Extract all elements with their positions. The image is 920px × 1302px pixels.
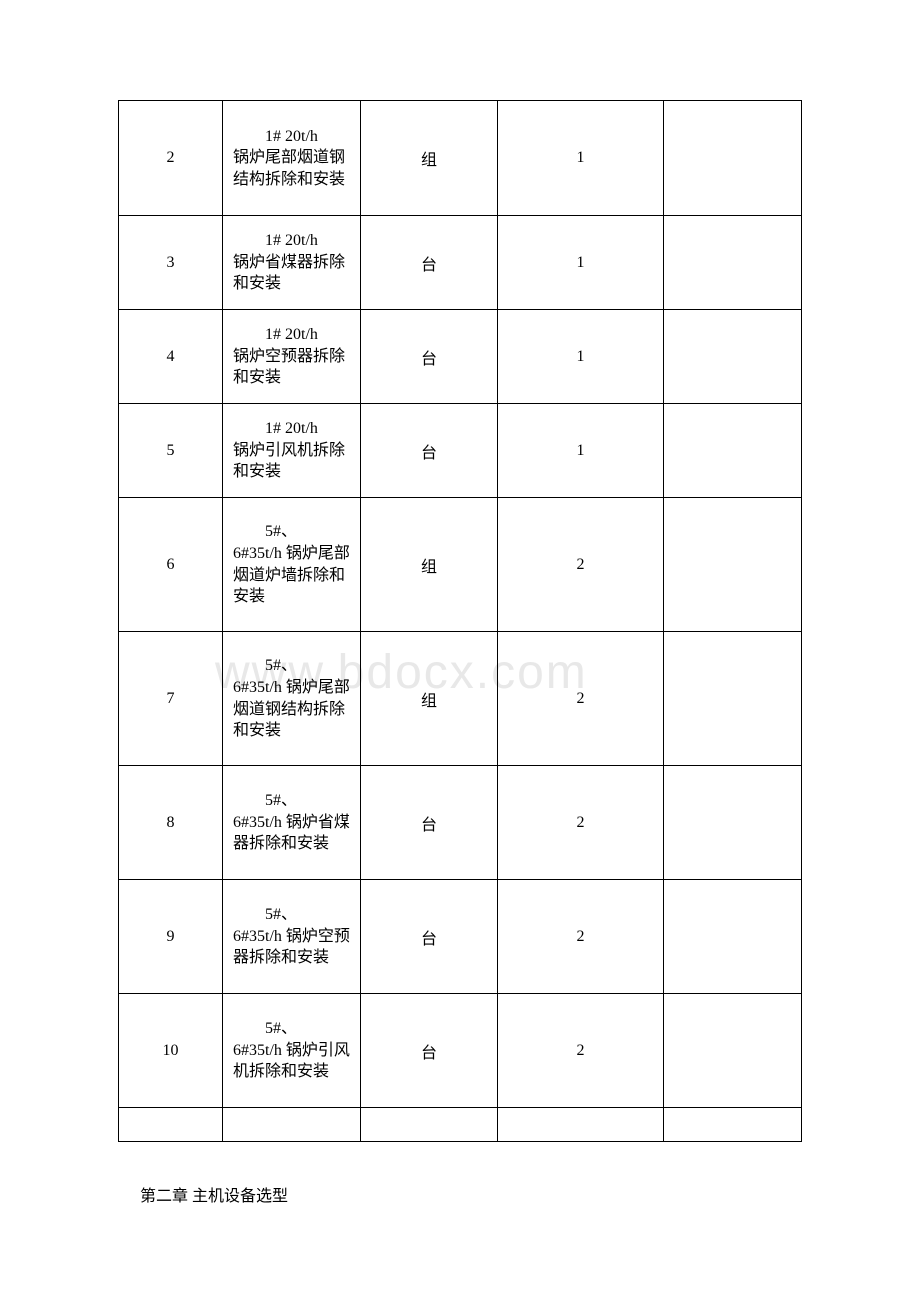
table-row bbox=[119, 1108, 802, 1142]
table-container: 2 1# 20t/h 锅炉尾部烟道钢结构拆除和安装 组 1 3 1# 20t/h… bbox=[118, 100, 801, 1142]
cell-unit: 台 bbox=[361, 994, 498, 1108]
cell-index: 5 bbox=[119, 404, 223, 498]
desc-rest: 6#35t/h 锅炉尾部烟道钢结构拆除和安装 bbox=[233, 679, 350, 739]
table-row: 3 1# 20t/h 锅炉省煤器拆除和安装 台 1 bbox=[119, 216, 802, 310]
cell-quantity: 1 bbox=[498, 310, 664, 404]
desc-line1: 5#、 bbox=[233, 655, 297, 677]
cell-description: 1# 20t/h 锅炉引风机拆除和安装 bbox=[223, 404, 361, 498]
cell-quantity: 1 bbox=[498, 101, 664, 216]
desc-rest: 锅炉空预器拆除和安装 bbox=[233, 348, 345, 387]
desc-rest: 锅炉尾部烟道钢结构拆除和安装 bbox=[233, 149, 345, 188]
cell-description: 5#、 6#35t/h 锅炉引风机拆除和安装 bbox=[223, 994, 361, 1108]
cell-description: 1# 20t/h 锅炉空预器拆除和安装 bbox=[223, 310, 361, 404]
cell-index: 10 bbox=[119, 994, 223, 1108]
cell-remark bbox=[664, 1108, 802, 1142]
cell-unit: 台 bbox=[361, 310, 498, 404]
desc-line1: 1# 20t/h bbox=[233, 418, 318, 440]
cell-unit: 台 bbox=[361, 216, 498, 310]
cell-description: 1# 20t/h 锅炉尾部烟道钢结构拆除和安装 bbox=[223, 101, 361, 216]
cell-unit: 台 bbox=[361, 880, 498, 994]
cell-index: 9 bbox=[119, 880, 223, 994]
cell-remark bbox=[664, 310, 802, 404]
desc-rest: 6#35t/h 锅炉空预器拆除和安装 bbox=[233, 928, 350, 967]
cell-remark bbox=[664, 216, 802, 310]
cell-remark bbox=[664, 498, 802, 632]
cell-unit bbox=[361, 1108, 498, 1142]
desc-line1: 1# 20t/h bbox=[233, 230, 318, 252]
cell-index: 6 bbox=[119, 498, 223, 632]
desc-line1: 5#、 bbox=[233, 521, 297, 543]
section-title: 第二章 主机设备选型 bbox=[140, 1182, 920, 1206]
desc-rest: 6#35t/h 锅炉省煤器拆除和安装 bbox=[233, 814, 350, 853]
cell-quantity: 2 bbox=[498, 632, 664, 766]
table-row: 10 5#、 6#35t/h 锅炉引风机拆除和安装 台 2 bbox=[119, 994, 802, 1108]
cell-remark bbox=[664, 632, 802, 766]
cell-index: 8 bbox=[119, 766, 223, 880]
cell-unit: 台 bbox=[361, 404, 498, 498]
cell-quantity: 2 bbox=[498, 766, 664, 880]
table-row: 7 5#、 6#35t/h 锅炉尾部烟道钢结构拆除和安装 组 2 bbox=[119, 632, 802, 766]
desc-line1: 5#、 bbox=[233, 1018, 297, 1040]
cell-remark bbox=[664, 994, 802, 1108]
cell-quantity: 1 bbox=[498, 216, 664, 310]
desc-rest: 6#35t/h 锅炉尾部烟道炉墙拆除和安装 bbox=[233, 545, 350, 605]
cell-index bbox=[119, 1108, 223, 1142]
desc-line1: 1# 20t/h bbox=[233, 126, 318, 148]
cell-unit: 组 bbox=[361, 101, 498, 216]
cell-remark bbox=[664, 766, 802, 880]
cell-quantity: 2 bbox=[498, 880, 664, 994]
desc-rest: 6#35t/h 锅炉引风机拆除和安装 bbox=[233, 1042, 350, 1081]
cell-description: 5#、 6#35t/h 锅炉尾部烟道炉墙拆除和安装 bbox=[223, 498, 361, 632]
cell-index: 7 bbox=[119, 632, 223, 766]
cell-unit: 台 bbox=[361, 766, 498, 880]
desc-line1: 1# 20t/h bbox=[233, 324, 318, 346]
cell-quantity bbox=[498, 1108, 664, 1142]
table-body: 2 1# 20t/h 锅炉尾部烟道钢结构拆除和安装 组 1 3 1# 20t/h… bbox=[119, 101, 802, 1142]
cell-index: 2 bbox=[119, 101, 223, 216]
table-row: 5 1# 20t/h 锅炉引风机拆除和安装 台 1 bbox=[119, 404, 802, 498]
cell-description: 5#、 6#35t/h 锅炉尾部烟道钢结构拆除和安装 bbox=[223, 632, 361, 766]
desc-rest: 锅炉省煤器拆除和安装 bbox=[233, 254, 345, 293]
cell-unit: 组 bbox=[361, 632, 498, 766]
table-row: 2 1# 20t/h 锅炉尾部烟道钢结构拆除和安装 组 1 bbox=[119, 101, 802, 216]
cell-remark bbox=[664, 101, 802, 216]
cell-description: 1# 20t/h 锅炉省煤器拆除和安装 bbox=[223, 216, 361, 310]
cell-description: 5#、 6#35t/h 锅炉空预器拆除和安装 bbox=[223, 880, 361, 994]
desc-rest: 锅炉引风机拆除和安装 bbox=[233, 442, 345, 481]
table-row: 4 1# 20t/h 锅炉空预器拆除和安装 台 1 bbox=[119, 310, 802, 404]
cell-description bbox=[223, 1108, 361, 1142]
table-row: 8 5#、 6#35t/h 锅炉省煤器拆除和安装 台 2 bbox=[119, 766, 802, 880]
desc-line1: 5#、 bbox=[233, 790, 297, 812]
cell-remark bbox=[664, 404, 802, 498]
cell-unit: 组 bbox=[361, 498, 498, 632]
equipment-table: 2 1# 20t/h 锅炉尾部烟道钢结构拆除和安装 组 1 3 1# 20t/h… bbox=[118, 100, 802, 1142]
cell-description: 5#、 6#35t/h 锅炉省煤器拆除和安装 bbox=[223, 766, 361, 880]
desc-line1: 5#、 bbox=[233, 904, 297, 926]
cell-quantity: 1 bbox=[498, 404, 664, 498]
table-row: 9 5#、 6#35t/h 锅炉空预器拆除和安装 台 2 bbox=[119, 880, 802, 994]
cell-index: 3 bbox=[119, 216, 223, 310]
table-row: 6 5#、 6#35t/h 锅炉尾部烟道炉墙拆除和安装 组 2 bbox=[119, 498, 802, 632]
cell-remark bbox=[664, 880, 802, 994]
cell-quantity: 2 bbox=[498, 498, 664, 632]
cell-quantity: 2 bbox=[498, 994, 664, 1108]
cell-index: 4 bbox=[119, 310, 223, 404]
